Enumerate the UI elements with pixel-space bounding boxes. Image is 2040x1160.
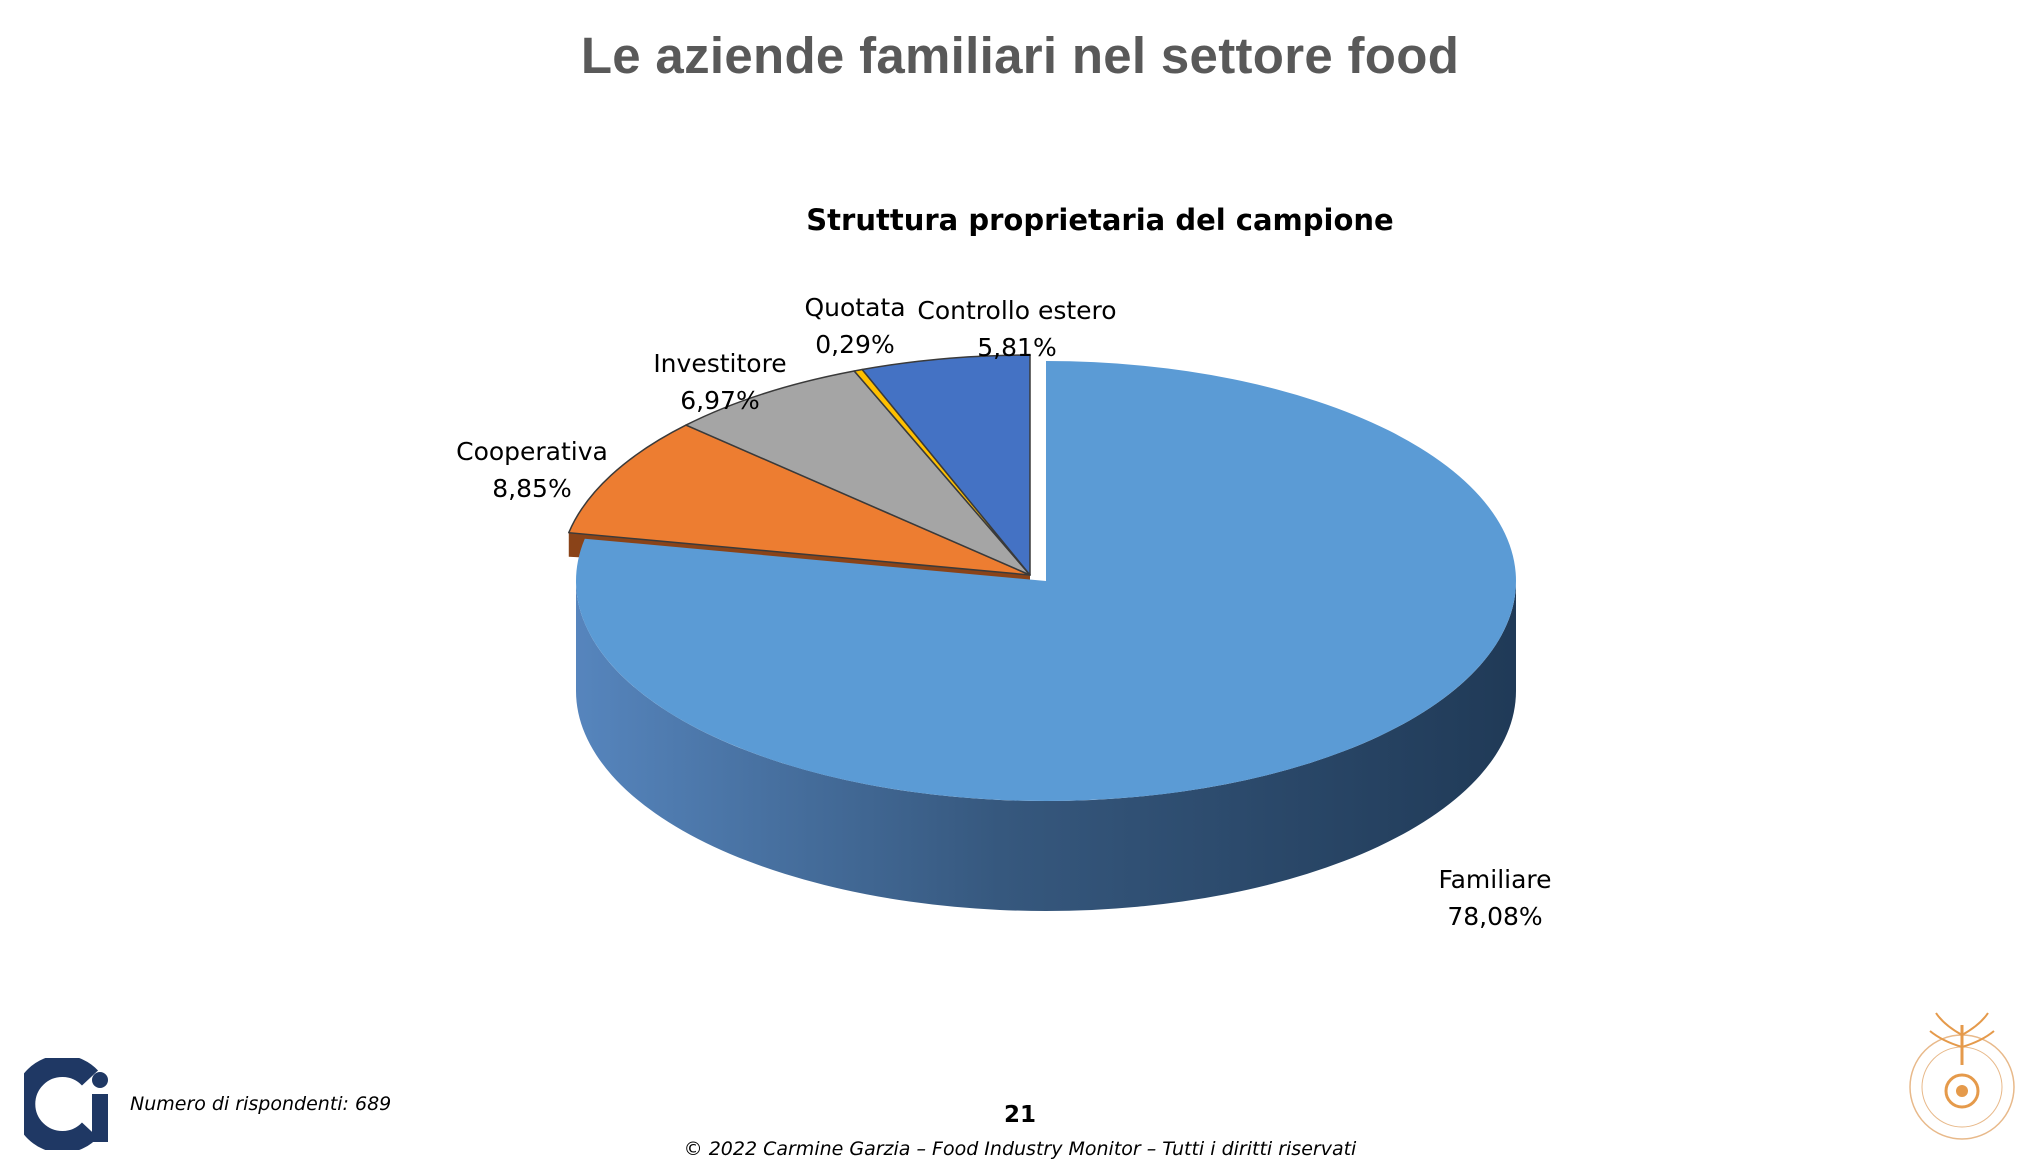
pie-slice-controllo-estero [861, 354, 1031, 576]
pie-label-value-cooperativa: 8,85% [492, 474, 571, 503]
pie-label-name-quotata: Quotata [804, 293, 905, 322]
university-seal-icon [1900, 1005, 2025, 1149]
pie-label-value-familiare: 78,08% [1447, 902, 1542, 931]
pie-slice-investitore [685, 370, 1031, 576]
pie-label-name-cooperativa: Cooperativa [456, 437, 608, 466]
slide-title: Le aziende familiari nel settore food [580, 27, 1460, 84]
pie-label-value-quotata: 0,29% [815, 330, 894, 359]
pie-cut-cooperativa [568, 532, 1030, 581]
pie-tops [568, 354, 1516, 801]
copyright-notice: © 2022 Carmine Garzia – Food Industry Mo… [683, 1138, 1357, 1160]
pie-label-name-controllo-estero: Controllo estero [917, 296, 1116, 325]
pie-side-familiare [576, 581, 1516, 911]
page-number: 21 [1003, 1102, 1036, 1128]
pie-labels: Familiare 78,08% Cooperativa 8,85% Investito… [456, 293, 1551, 931]
pie-label-value-controllo-estero: 5,81% [977, 333, 1056, 362]
pie-sides [568, 532, 1516, 911]
pie-slice-familiare [575, 361, 1516, 801]
respondents-footnote: Numero di rispondenti: 689 [130, 1093, 392, 1115]
chart-title: Struttura proprietaria del campione [806, 203, 1394, 237]
ci-logo-icon [13, 1055, 116, 1154]
pie-label-name-investitore: Investitore [653, 349, 786, 378]
pie-label-value-investitore: 6,97% [680, 386, 759, 415]
pie-slice-cooperativa [568, 424, 1031, 576]
pie-label-name-familiare: Familiare [1438, 865, 1551, 894]
